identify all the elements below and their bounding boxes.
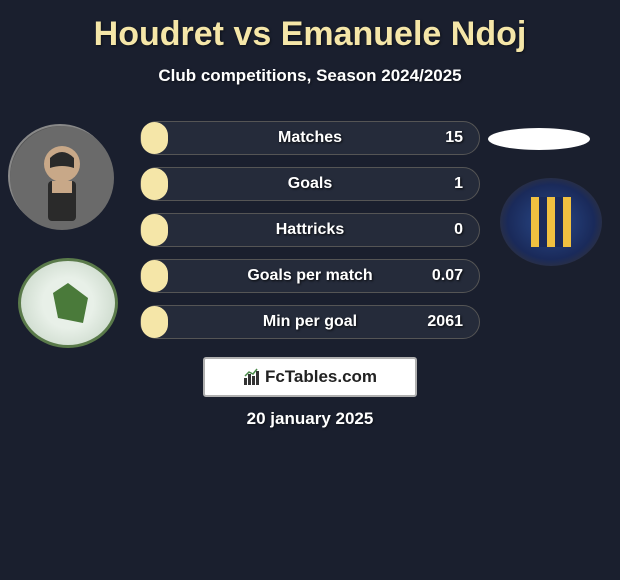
stat-row-goals-per-match: Goals per match 0.07: [140, 259, 480, 293]
page-title: Houdret vs Emanuele Ndoj: [0, 15, 620, 54]
stat-label: Min per goal: [263, 313, 357, 331]
stat-row-hattricks: Hattricks 0: [140, 213, 480, 247]
stat-value: 0: [454, 221, 463, 239]
branding-text: FcTables.com: [265, 367, 377, 387]
date-text: 20 january 2025: [0, 409, 620, 429]
stat-row-goals: Goals 1: [140, 167, 480, 201]
stats-container: Matches 15 Goals 1 Hattricks 0 Goals per…: [140, 121, 480, 339]
stat-value: 1: [454, 175, 463, 193]
stat-value: 2061: [427, 313, 463, 331]
branding-logo: FcTables.com: [203, 357, 417, 397]
stat-label: Goals per match: [247, 267, 372, 285]
stat-label: Hattricks: [276, 221, 344, 239]
club-badge-right: [500, 178, 602, 266]
stat-fill: [141, 122, 168, 154]
stat-fill: [141, 214, 168, 246]
chart-icon: [243, 368, 261, 386]
stat-row-min-per-goal: Min per goal 2061: [140, 305, 480, 339]
stat-fill: [141, 168, 168, 200]
club-badge-left: [18, 258, 118, 348]
stat-fill: [141, 306, 168, 338]
stat-value: 0.07: [432, 267, 463, 285]
stat-label: Goals: [288, 175, 332, 193]
stat-row-matches: Matches 15: [140, 121, 480, 155]
player-photo-right-placeholder: [488, 128, 590, 150]
page-subtitle: Club competitions, Season 2024/2025: [0, 66, 620, 86]
stat-label: Matches: [278, 129, 342, 147]
stat-fill: [141, 260, 168, 292]
player-photo-left: [8, 124, 112, 228]
stat-value: 15: [445, 129, 463, 147]
